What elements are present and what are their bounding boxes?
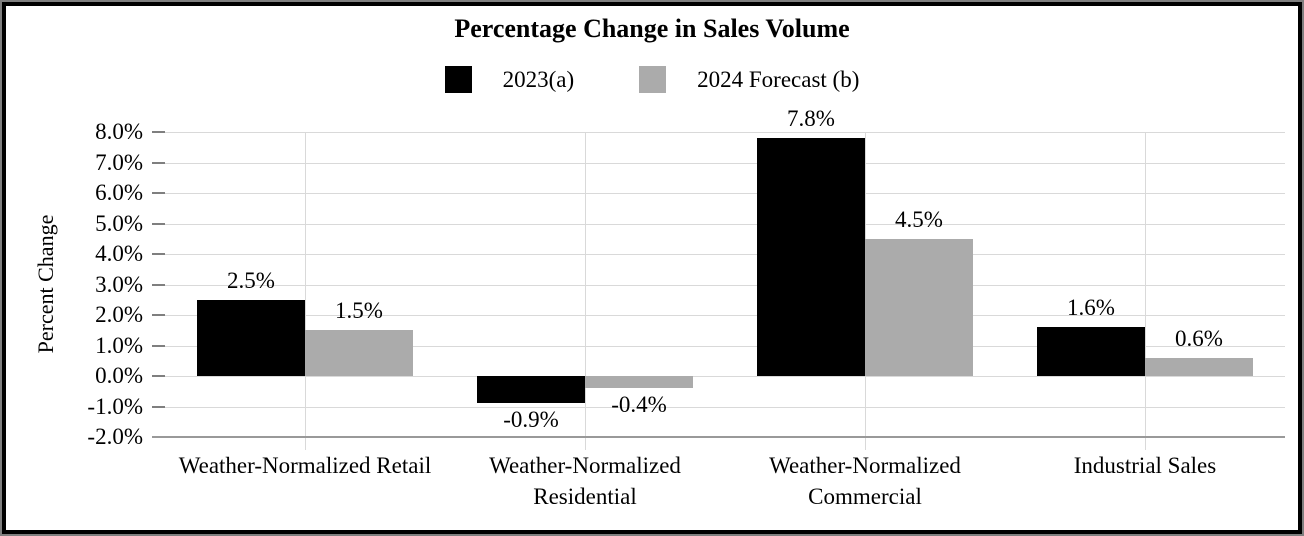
y-tick-label: 4.0%: [95, 241, 143, 266]
y-tick-label: 7.0%: [95, 150, 143, 175]
y-tick-label: -1.0%: [87, 394, 143, 419]
y-axis-tick: [152, 406, 165, 408]
x-category-label-weather-normalized-commercial: Weather-Normalized Commercial: [769, 453, 961, 509]
y-tick-label: 1.0%: [95, 333, 143, 358]
gridline-vertical: [305, 132, 306, 450]
bar-2023-a-weather-normalized-retail: [197, 300, 305, 376]
y-axis-tick: [152, 131, 165, 133]
gridline-horizontal: [165, 254, 1285, 255]
bar-value-label-2024-forecast-b-industrial-sales: 0.6%: [1175, 326, 1223, 351]
gridline-horizontal: [165, 315, 1285, 316]
x-category-label-industrial-sales: Industrial Sales: [1073, 453, 1217, 478]
x-axis-line: [152, 436, 1285, 438]
gridline-horizontal: [165, 346, 1285, 347]
bar-value-label-2024-forecast-b-weather-normalized-residential: -0.4%: [611, 392, 667, 417]
gridline-horizontal: [165, 407, 1285, 408]
y-axis-tick: [152, 345, 165, 347]
y-axis-tick: [152, 223, 165, 225]
bar-value-label-2023-a-weather-normalized-residential: -0.9%: [503, 407, 559, 432]
bar-value-label-2024-forecast-b-weather-normalized-commercial: 4.5%: [895, 207, 943, 232]
bar-2024-forecast-b-weather-normalized-residential: [585, 376, 693, 388]
y-tick-label: 2.0%: [95, 302, 143, 327]
bar-value-label-2023-a-weather-normalized-retail: 2.5%: [227, 268, 275, 293]
y-tick-label: 3.0%: [95, 272, 143, 297]
legend-label-2024-forecast: 2024 Forecast (b): [697, 67, 860, 92]
bar-2023-a-weather-normalized-commercial: [757, 138, 865, 376]
gridline-horizontal: [165, 132, 1285, 133]
y-axis-tick: [152, 253, 165, 255]
gridline-horizontal: [165, 193, 1285, 194]
bar-2023-a-weather-normalized-residential: [477, 376, 585, 403]
y-axis-tick: [152, 314, 165, 316]
x-category-label-weather-normalized-retail: Weather-Normalized Retail: [178, 453, 432, 478]
legend-swatch-2023: [444, 66, 472, 93]
gridline-vertical: [585, 132, 586, 450]
y-axis-tick: [152, 162, 165, 164]
bar-value-label-2024-forecast-b-weather-normalized-retail: 1.5%: [335, 298, 383, 323]
legend-swatch-2024-forecast: [639, 66, 667, 93]
gridline-horizontal: [165, 163, 1285, 164]
gridline-horizontal: [165, 285, 1285, 286]
legend-item-2023: 2023(a): [444, 66, 575, 93]
legend: 2023(a) 2024 Forecast (b): [0, 66, 1304, 93]
bar-2024-forecast-b-weather-normalized-retail: [305, 330, 413, 376]
bar-value-label-2023-a-industrial-sales: 1.6%: [1067, 295, 1115, 320]
y-tick-label: 0.0%: [95, 363, 143, 388]
y-tick-label: 8.0%: [95, 119, 143, 144]
y-axis-tick: [152, 375, 165, 377]
legend-item-2024-forecast: 2024 Forecast (b): [639, 66, 859, 93]
legend-label-2023: 2023(a): [502, 67, 575, 92]
chart-title: Percentage Change in Sales Volume: [454, 14, 850, 43]
bar-2024-forecast-b-industrial-sales: [1145, 358, 1253, 376]
y-tick-label: 6.0%: [95, 180, 143, 205]
y-tick-label: -2.0%: [87, 424, 143, 449]
gridline-horizontal: [165, 376, 1285, 377]
gridline-horizontal: [165, 224, 1285, 225]
bar-2023-a-industrial-sales: [1037, 327, 1145, 376]
y-axis-tick: [152, 192, 165, 194]
bar-value-label-2023-a-weather-normalized-commercial: 7.8%: [787, 106, 835, 131]
gridline-vertical: [1145, 132, 1146, 450]
y-tick-label: 5.0%: [95, 211, 143, 236]
bar-2024-forecast-b-weather-normalized-commercial: [865, 239, 973, 376]
x-category-label-weather-normalized-residential: Weather-Normalized Residential: [489, 453, 681, 509]
y-axis-tick: [152, 284, 165, 286]
